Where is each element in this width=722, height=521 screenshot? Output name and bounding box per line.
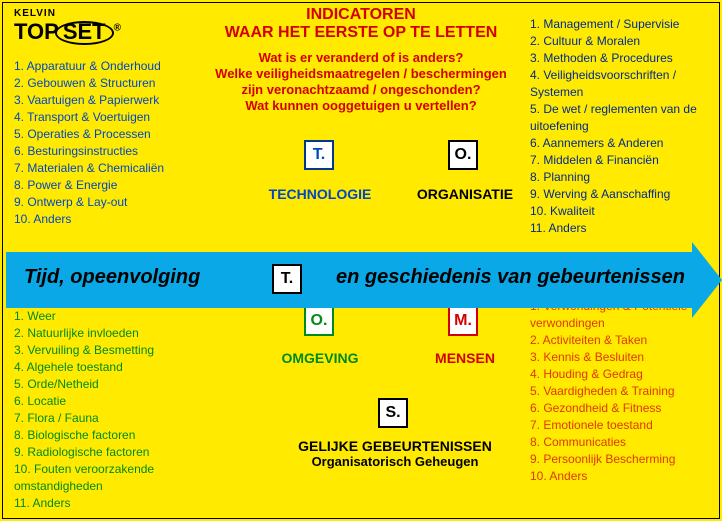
list-item: 1. Management / Supervisie [530, 16, 716, 33]
list-item: 3. Methoden & Procedures [530, 50, 716, 67]
list-item: 4. Houding & Gedrag [530, 366, 716, 383]
list-item: 10. Anders [14, 211, 214, 228]
box-people: M. [448, 306, 478, 336]
list-item: 10. Anders [530, 468, 716, 485]
list-item: 3. Vaartuigen & Papierwerk [14, 92, 214, 109]
timeline-arrow: Tijd, opeenvolging en geschiedenis van g… [6, 252, 722, 308]
list-item: 10. Fouten veroorzakende omstandigheden [14, 461, 239, 495]
list-item: 5. Vaardigheden & Training [530, 383, 716, 400]
list-item: 2. Natuurlijke invloeden [14, 325, 239, 342]
list-item: 5. De wet / reglementen van de uitoefeni… [530, 101, 716, 135]
list-item: 11. Anders [14, 495, 239, 512]
list-item: 8. Planning [530, 169, 716, 186]
list-organisation: 1. Management / Supervisie2. Cultuur & M… [530, 16, 716, 237]
list-item: 9. Ontwerp & Lay-out [14, 194, 214, 211]
label-organisation: ORGANISATIE [400, 186, 530, 202]
box-technology: T. [304, 140, 334, 170]
arrow-text-left: Tijd, opeenvolging [24, 266, 200, 289]
list-item: 3. Vervuiling & Besmetting [14, 342, 239, 359]
list-item: 9. Radiologische factoren [14, 444, 239, 461]
list-item: 8. Power & Energie [14, 177, 214, 194]
list-item: 7. Middelen & Financiën [530, 152, 716, 169]
list-item: 1. Apparatuur & Onderhoud [14, 58, 214, 75]
list-item: 4. Transport & Voertuigen [14, 109, 214, 126]
label-similar: GELIJKE GEBEURTENISSEN Organisatorisch G… [280, 438, 510, 469]
box-organisation: O. [448, 140, 478, 170]
list-item: 7. Flora / Fauna [14, 410, 239, 427]
list-technology: 1. Apparatuur & Onderhoud2. Gebouwen & S… [14, 58, 214, 228]
list-item: 2. Gebouwen & Structuren [14, 75, 214, 92]
box-environment: O. [304, 306, 334, 336]
label-similar-2: Organisatorisch Geheugen [280, 454, 510, 469]
list-item: 8. Biologische factoren [14, 427, 239, 444]
list-item: 4. Veiligheidsvoorschriften / Systemen [530, 67, 716, 101]
arrow-text-right: en geschiedenis van gebeurtenissen [336, 266, 685, 289]
list-item: 5. Operaties & Processen [14, 126, 214, 143]
list-item: 9. Persoonlijk Bescherming [530, 451, 716, 468]
list-item: 8. Communicaties [530, 434, 716, 451]
list-item: 9. Werving & Aanschaffing [530, 186, 716, 203]
list-item: 2. Cultuur & Moralen [530, 33, 716, 50]
list-environment: 1. Weer2. Natuurlijke invloeden3. Vervui… [14, 308, 239, 512]
list-item: 5. Orde/Netheid [14, 376, 239, 393]
list-item: 7. Emotionele toestand [530, 417, 716, 434]
list-item: 7. Materialen & Chemicaliën [14, 160, 214, 177]
list-item: 10. Kwaliteit [530, 203, 716, 220]
list-item: 6. Besturingsinstructies [14, 143, 214, 160]
box-similar: S. [378, 398, 408, 428]
list-item: 6. Locatie [14, 393, 239, 410]
list-item: 3. Kennis & Besluiten [530, 349, 716, 366]
label-technology: TECHNOLOGIE [255, 186, 385, 202]
box-time: T. [272, 264, 302, 294]
list-item: 11. Anders [530, 220, 716, 237]
list-item: 6. Gezondheid & Fitness [530, 400, 716, 417]
arrow-head-icon [692, 242, 722, 318]
list-item: 4. Algehele toestand [14, 359, 239, 376]
label-people: MENSEN [400, 350, 530, 366]
list-item: 6. Aannemers & Anderen [530, 135, 716, 152]
label-similar-1: GELIJKE GEBEURTENISSEN [298, 438, 492, 454]
list-item: 2. Activiteiten & Taken [530, 332, 716, 349]
list-item: 1. Weer [14, 308, 239, 325]
label-environment: OMGEVING [255, 350, 385, 366]
list-people: 1. Verwondingen & Potentiële verwondinge… [530, 298, 716, 485]
